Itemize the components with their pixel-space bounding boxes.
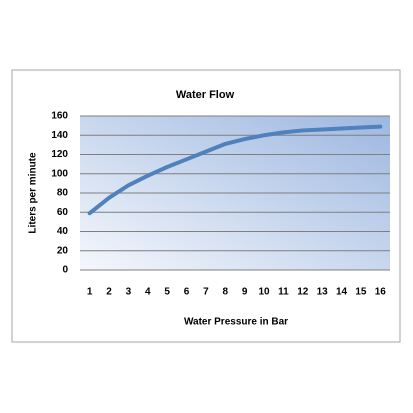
y-tick-label: 40 [57,226,69,237]
x-tick-label: 9 [242,287,248,298]
x-tick-label: 2 [106,287,112,298]
y-tick-label: 160 [51,111,68,122]
y-tick-label: 60 [57,207,69,218]
y-tick-label: 120 [51,149,68,160]
x-tick-label: 6 [184,287,190,298]
x-tick-label: 3 [126,287,132,298]
x-tick-label: 13 [317,287,329,298]
y-axis-label: Liters per minute [28,152,39,234]
y-tick-label: 140 [51,130,68,141]
y-tick-label: 80 [57,188,69,199]
y-tick-label: 100 [51,168,68,179]
x-axis-label: Water Pressure in Bar [184,317,288,328]
y-tick-label: 0 [62,265,68,276]
x-tick-label: 7 [203,287,209,298]
x-tick-label: 14 [336,287,348,298]
x-tick-label: 8 [223,287,229,298]
x-tick-label: 4 [145,287,151,298]
y-tick-label: 20 [57,245,69,256]
x-tick-label: 12 [297,287,309,298]
x-tick-label: 5 [164,287,170,298]
x-tick-label: 15 [355,287,367,298]
chart-title: Water Flow [176,89,235,101]
x-tick-label: 11 [278,287,289,298]
x-tick-label: 16 [375,287,387,298]
x-tick-label: 1 [87,287,93,298]
x-tick-label: 10 [259,287,271,298]
data-line [87,124,383,216]
